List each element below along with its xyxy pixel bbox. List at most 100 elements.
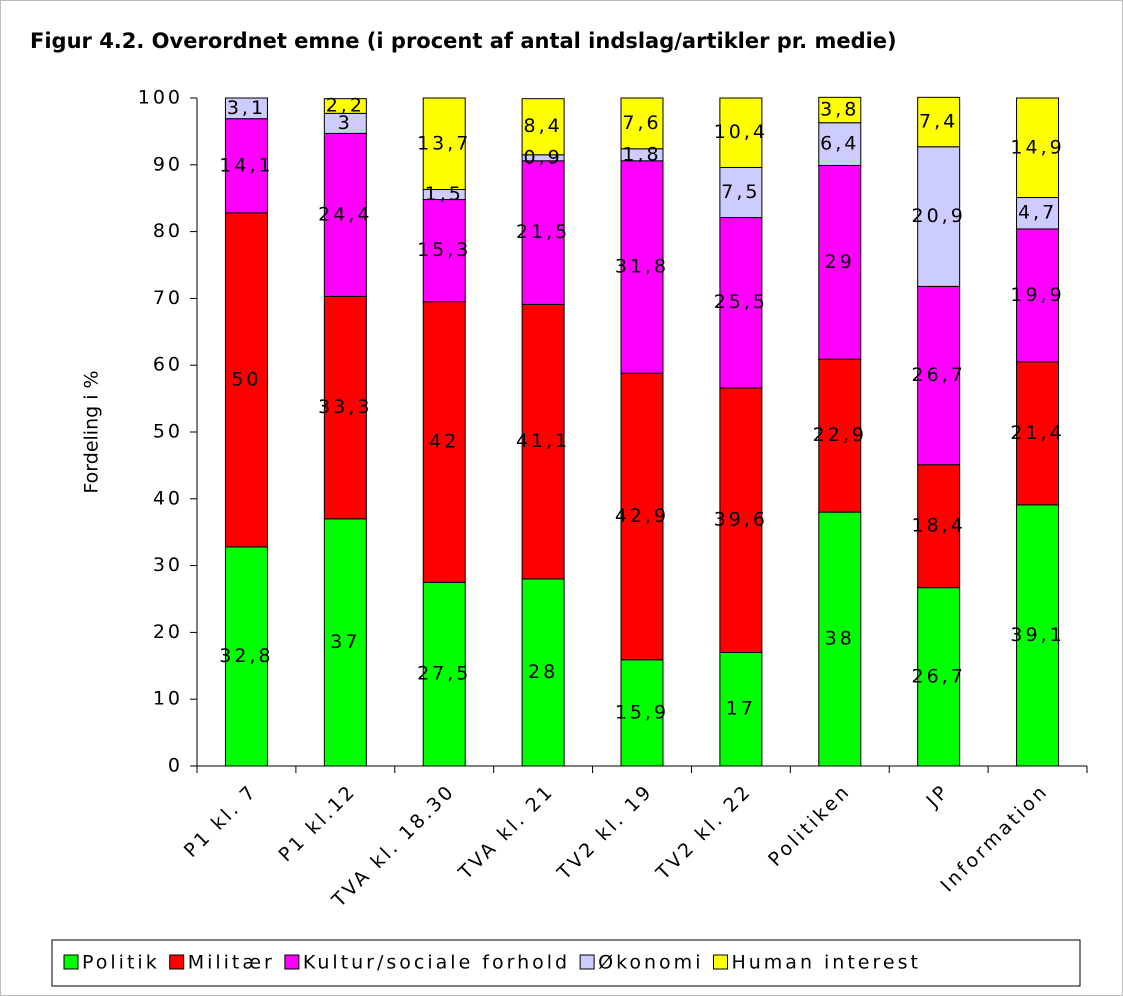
legend-swatch <box>63 954 79 970</box>
bar-segment <box>1016 97 1060 199</box>
data-label: 41,1 <box>516 430 570 452</box>
bar-segment <box>323 132 367 297</box>
data-label: 8,4 <box>524 115 563 137</box>
y-tick-label: 100 <box>138 87 183 109</box>
legend-box <box>51 939 1081 987</box>
data-label: 42 <box>429 431 459 453</box>
legend-swatch <box>169 954 185 970</box>
data-label: 33,3 <box>318 396 372 418</box>
data-label: 13,7 <box>417 132 471 154</box>
y-axis-label: Fordeling i % <box>81 370 103 493</box>
data-label: 21,4 <box>1010 422 1064 444</box>
bar-segment <box>818 164 862 360</box>
data-label: 3,8 <box>820 99 859 121</box>
data-label: 18,4 <box>912 515 966 537</box>
bar-segment <box>1016 504 1060 767</box>
data-label: 31,8 <box>615 256 669 278</box>
y-tick-label: 10 <box>153 688 183 710</box>
data-label: 27,5 <box>417 663 471 685</box>
data-label: 42,9 <box>615 505 669 527</box>
bar-segment <box>422 581 466 767</box>
bar-segment <box>620 97 664 150</box>
data-label: 39,6 <box>714 509 768 531</box>
bar-segment <box>1016 228 1060 363</box>
bar-segment <box>521 98 565 156</box>
legend-label: Militær <box>188 952 275 974</box>
y-tick-label: 50 <box>153 421 183 443</box>
bar-segment <box>719 97 763 168</box>
bar-segment <box>521 303 565 580</box>
bar-segment <box>521 578 565 767</box>
data-label: 6,4 <box>820 133 859 155</box>
data-label: 21,5 <box>516 221 570 243</box>
data-label: 15,9 <box>615 701 669 723</box>
data-label: 22,9 <box>813 424 867 446</box>
data-label: 4,7 <box>1018 202 1057 224</box>
data-label: 1,8 <box>622 143 661 165</box>
data-label: 14,9 <box>1010 136 1064 158</box>
data-label: 39,1 <box>1010 624 1064 646</box>
bar-segment <box>224 212 268 548</box>
data-label: 14,1 <box>219 154 273 176</box>
data-label: 3,1 <box>227 97 266 119</box>
data-label: 37 <box>330 631 360 653</box>
y-tick-label: 0 <box>168 755 183 777</box>
bar-segment <box>224 546 268 767</box>
data-label: 32,8 <box>219 645 273 667</box>
y-tick-label: 70 <box>153 287 183 309</box>
bar-segment <box>224 97 268 120</box>
data-label: 19,9 <box>1010 284 1064 306</box>
bar-segment <box>917 464 961 589</box>
data-label: 7,5 <box>721 181 760 203</box>
bar-segment <box>917 587 961 767</box>
legend-label: Human interest <box>731 952 920 974</box>
bar-segment <box>422 301 466 583</box>
bar-segment <box>323 518 367 767</box>
bar-segment <box>818 96 862 124</box>
legend-label: Økonomi <box>598 952 703 974</box>
legend-swatch <box>579 954 595 970</box>
legend-swatch <box>284 954 300 970</box>
data-label: 15,3 <box>417 239 471 261</box>
bar-segment <box>1016 361 1060 506</box>
y-tick-label: 80 <box>153 220 183 242</box>
bar-segment <box>917 285 961 466</box>
bar-segment <box>917 96 961 148</box>
bar-segment <box>521 160 565 305</box>
bar-segment <box>422 199 466 303</box>
chart-title: Figur 4.2. Overordnet emne (i procent af… <box>30 29 897 53</box>
legend-swatch <box>712 954 728 970</box>
y-tick-label: 90 <box>153 153 183 175</box>
data-label: 24,4 <box>318 203 372 225</box>
bar-segment <box>323 98 367 114</box>
legend-label: Kultur/sociale forhold <box>303 952 570 974</box>
bar-segment <box>620 160 664 374</box>
data-label: 26,7 <box>912 665 966 687</box>
data-label: 7,6 <box>622 112 661 134</box>
data-label: 2,2 <box>326 95 365 117</box>
data-label: 17 <box>726 698 756 720</box>
data-label: 29 <box>825 251 855 273</box>
bar-segment <box>224 118 268 214</box>
data-label: 10,4 <box>714 121 768 143</box>
data-label: 38 <box>825 628 855 650</box>
bar-segment <box>818 358 862 513</box>
data-label: 7,4 <box>919 111 958 133</box>
bar-segment <box>422 97 466 191</box>
data-label: 0,9 <box>524 146 563 168</box>
y-tick-label: 30 <box>153 554 183 576</box>
y-tick-label: 40 <box>153 487 183 509</box>
data-label: 20,9 <box>912 205 966 227</box>
y-tick-label: 20 <box>153 621 183 643</box>
data-label: 26,7 <box>912 364 966 386</box>
data-label: 3 <box>338 112 353 134</box>
legend-label: Politik <box>82 952 160 974</box>
data-label: 28 <box>528 661 558 683</box>
data-label: 1,5 <box>425 183 464 205</box>
y-tick-label: 60 <box>153 354 183 376</box>
bar-segment <box>620 659 664 767</box>
data-label: 25,5 <box>714 291 768 313</box>
bar-segment <box>719 166 763 219</box>
bar-segment <box>818 122 862 166</box>
